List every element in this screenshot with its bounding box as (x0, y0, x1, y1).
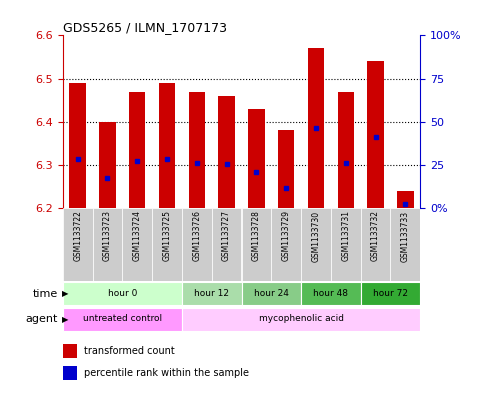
Text: GSM1133728: GSM1133728 (252, 211, 261, 261)
Bar (248, 109, 265, 208)
Bar (122, 208, 152, 281)
Bar (338, 92, 354, 208)
Bar (63, 282, 182, 305)
Bar (242, 282, 301, 305)
Bar (63, 366, 77, 380)
Text: GSM1133724: GSM1133724 (133, 211, 142, 261)
Bar (63, 308, 182, 331)
Bar (182, 208, 212, 281)
Text: time: time (33, 289, 58, 299)
Text: hour 12: hour 12 (194, 289, 229, 298)
Text: GSM1133733: GSM1133733 (401, 211, 410, 262)
Bar (331, 208, 361, 281)
Bar (361, 208, 390, 281)
Text: GSM1133727: GSM1133727 (222, 211, 231, 261)
Bar (308, 48, 324, 208)
Text: GSM1133722: GSM1133722 (73, 211, 82, 261)
Bar (397, 191, 413, 208)
Bar (182, 282, 242, 305)
Bar (218, 96, 235, 208)
Text: transformed count: transformed count (84, 346, 175, 356)
Text: hour 48: hour 48 (313, 289, 348, 298)
Bar (63, 208, 93, 281)
Bar (63, 344, 77, 358)
Text: mycophenolic acid: mycophenolic acid (258, 314, 343, 323)
Bar (271, 208, 301, 281)
Text: GSM1133725: GSM1133725 (163, 211, 171, 261)
Bar (152, 208, 182, 281)
Text: untreated control: untreated control (83, 314, 162, 323)
Bar (361, 282, 420, 305)
Text: hour 0: hour 0 (108, 289, 137, 298)
Text: hour 72: hour 72 (373, 289, 408, 298)
Text: GSM1133729: GSM1133729 (282, 211, 291, 261)
Bar (70, 83, 86, 208)
Text: GSM1133730: GSM1133730 (312, 211, 320, 262)
Bar (301, 208, 331, 281)
Bar (189, 92, 205, 208)
Text: ▶: ▶ (62, 315, 68, 324)
Text: GSM1133731: GSM1133731 (341, 211, 350, 261)
Bar (159, 83, 175, 208)
Bar (242, 208, 271, 281)
Bar (182, 308, 420, 331)
Bar (301, 282, 361, 305)
Text: ▶: ▶ (62, 289, 68, 298)
Bar (212, 208, 242, 281)
Bar (93, 208, 122, 281)
Text: agent: agent (26, 314, 58, 324)
Bar (99, 122, 115, 208)
Text: GDS5265 / ILMN_1707173: GDS5265 / ILMN_1707173 (63, 21, 227, 34)
Text: percentile rank within the sample: percentile rank within the sample (84, 368, 249, 378)
Bar (278, 130, 294, 208)
Text: GSM1133732: GSM1133732 (371, 211, 380, 261)
Bar (129, 92, 145, 208)
Bar (368, 61, 384, 208)
Text: GSM1133723: GSM1133723 (103, 211, 112, 261)
Text: GSM1133726: GSM1133726 (192, 211, 201, 261)
Text: hour 24: hour 24 (254, 289, 289, 298)
Bar (390, 208, 420, 281)
